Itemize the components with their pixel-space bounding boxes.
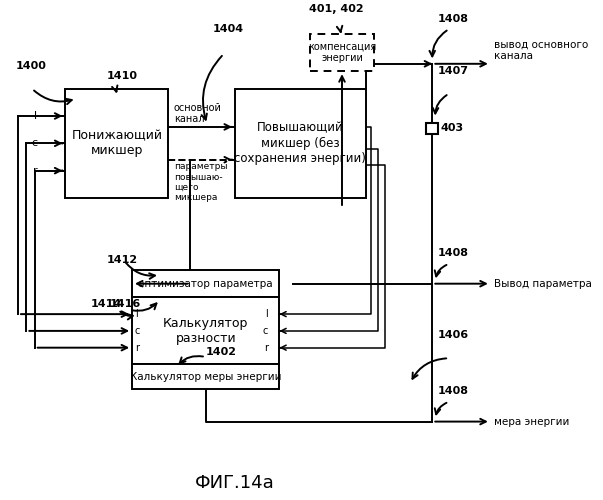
Text: 1407: 1407 <box>438 66 469 76</box>
Text: l: l <box>265 309 268 319</box>
Text: c: c <box>31 138 37 148</box>
Text: 1416: 1416 <box>110 300 141 310</box>
Text: Калькулятор
разности: Калькулятор разности <box>163 317 248 345</box>
Text: Понижающий
микшер: Понижающий микшер <box>71 130 162 158</box>
Text: Вывод параметра: Вывод параметра <box>493 278 592 288</box>
Text: основной
канал: основной канал <box>174 103 222 124</box>
Text: 403: 403 <box>441 124 464 134</box>
Bar <box>235 88 365 198</box>
Text: оптимизатор параметра: оптимизатор параметра <box>139 278 273 288</box>
Text: 1404: 1404 <box>213 24 244 34</box>
Text: ФИГ.14а: ФИГ.14а <box>195 474 275 492</box>
Text: 1410: 1410 <box>107 72 138 82</box>
Text: 1408: 1408 <box>438 386 469 396</box>
Text: r: r <box>135 342 139 352</box>
Text: Повышающий
микшер (без
сохранения энергии): Повышающий микшер (без сохранения энерги… <box>235 122 366 165</box>
Text: Калькулятор меры энергии: Калькулятор меры энергии <box>130 372 282 382</box>
Text: компенсация
энергии: компенсация энергии <box>308 42 376 64</box>
Text: c: c <box>135 326 140 336</box>
Text: 1400: 1400 <box>15 62 46 72</box>
Text: r: r <box>33 166 37 175</box>
Bar <box>310 34 374 72</box>
Bar <box>132 270 279 297</box>
Bar <box>65 88 168 198</box>
Text: r: r <box>264 342 268 352</box>
Text: параметры
повышаю-
щего
микшера: параметры повышаю- щего микшера <box>174 162 227 202</box>
Text: 401, 402: 401, 402 <box>309 4 364 14</box>
Text: l: l <box>135 309 137 319</box>
Text: 1408: 1408 <box>438 248 469 258</box>
Text: вывод основного
канала: вывод основного канала <box>493 40 588 62</box>
Text: 1408: 1408 <box>438 14 469 24</box>
Bar <box>132 364 279 390</box>
Text: 1412: 1412 <box>107 254 138 264</box>
Text: 1414: 1414 <box>90 300 122 310</box>
Text: мера энергии: мера энергии <box>493 416 569 426</box>
Bar <box>426 124 438 134</box>
Text: 1406: 1406 <box>438 330 469 340</box>
Text: l: l <box>34 111 37 121</box>
Text: c: c <box>263 326 268 336</box>
Text: 1402: 1402 <box>206 346 237 356</box>
Bar <box>132 298 279 364</box>
